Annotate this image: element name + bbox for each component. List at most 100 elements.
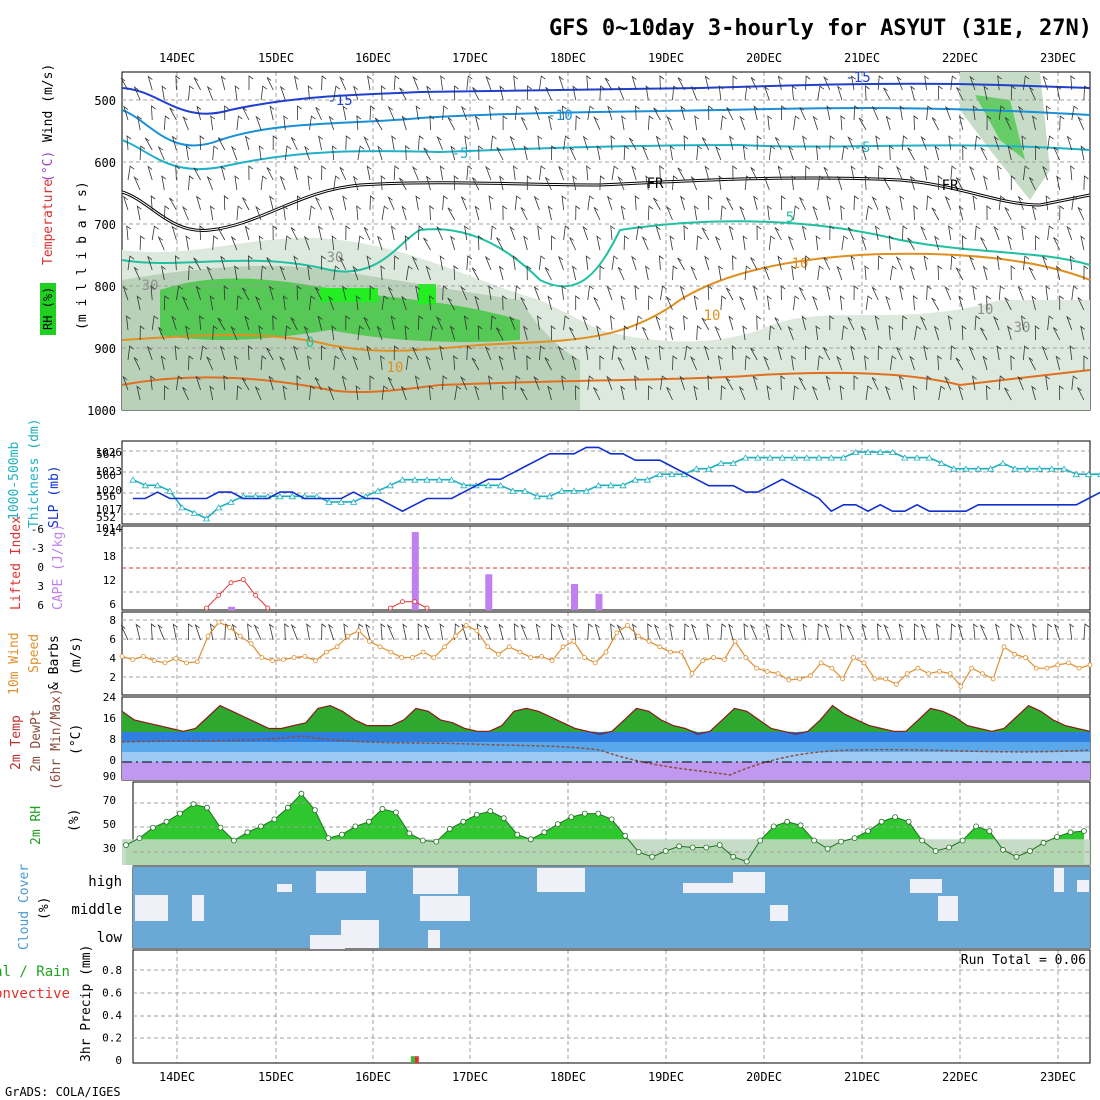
wind-barb [604, 77, 613, 91]
wind-barb [823, 257, 831, 271]
wind-barb [635, 225, 643, 241]
wind-speed-point [764, 669, 770, 674]
slp-tick: 1023 [96, 465, 123, 478]
wind-barb [339, 257, 347, 271]
wind-barb [342, 195, 348, 211]
wind-barb [550, 325, 556, 341]
wind-barb [442, 105, 449, 121]
wind-barb [850, 255, 856, 271]
wind-barb [545, 86, 552, 101]
wind-barb [390, 315, 396, 331]
wind-speed-point [689, 671, 695, 676]
rh-point [689, 844, 696, 851]
rh-point [204, 804, 210, 811]
thickness-point [692, 465, 701, 472]
wind-barb [599, 85, 605, 101]
wind-barb [269, 195, 275, 211]
wind-barb [635, 105, 640, 121]
axis-label-cloud-percent: (%) [37, 897, 52, 920]
rh-point [352, 823, 359, 830]
surface-wind-barb [498, 623, 504, 641]
wind-barb [304, 145, 310, 161]
wind-barb [279, 355, 286, 371]
thickness-point [276, 493, 284, 500]
wind-barb [826, 285, 831, 301]
wind-barb [176, 375, 183, 391]
surface-wind-barb [380, 623, 386, 641]
wind-barb [871, 286, 879, 301]
wind-barb [798, 377, 806, 391]
wind-barb [631, 165, 637, 181]
wind-barb [380, 175, 386, 191]
surface-wind-barb [284, 623, 289, 641]
wind-barb [593, 387, 601, 401]
lifted-index-line [206, 578, 269, 609]
day-label-bottom: 15DEC [258, 1070, 294, 1084]
wind-barb [677, 257, 685, 271]
wind-barb [499, 85, 505, 101]
wind-barb [1031, 115, 1037, 131]
wind-barb [1080, 235, 1086, 251]
rh-point [838, 838, 844, 845]
wind-barb [914, 325, 921, 341]
wind-barb [478, 145, 483, 161]
wind-barb [488, 375, 493, 391]
rh-point [325, 835, 332, 841]
wind-barb [210, 115, 216, 131]
contour-label: -15 [327, 93, 352, 109]
surface-wind-barb [513, 623, 519, 641]
wind-barb [599, 175, 605, 191]
wind-barb [871, 105, 879, 121]
wind-speed-point [603, 649, 609, 655]
day-label-bottom: 21DEC [844, 1070, 880, 1084]
wind-barb [122, 195, 129, 211]
surface-wind-barb [1069, 623, 1075, 641]
wind-barb [561, 375, 566, 391]
thickness-point [496, 482, 505, 489]
li-tick: 3 [37, 580, 44, 593]
wind-barb [888, 325, 894, 341]
wind-barb [1004, 207, 1012, 221]
pressure-tick: 900 [94, 342, 116, 356]
wind-barb [284, 235, 292, 251]
thickness-point [484, 482, 493, 489]
wind-barb [185, 325, 191, 341]
thickness-point [447, 476, 456, 483]
wind-barb [412, 75, 419, 91]
wind-barb [817, 265, 824, 281]
wind-barb [439, 165, 445, 181]
cape-tick: 12 [103, 574, 116, 587]
wind-barb [669, 145, 675, 161]
cloud-gap [683, 883, 733, 893]
wind-barb [865, 205, 873, 221]
wind-barb [937, 355, 942, 371]
wind-barb [199, 225, 205, 241]
wind-speed-point [291, 655, 297, 660]
surface-wind-barb [883, 624, 891, 641]
wind-barb [414, 375, 420, 391]
wind-barb [254, 385, 262, 401]
cloud-gap [537, 868, 585, 892]
surface-wind-barb [846, 625, 855, 641]
wind-barb [756, 135, 762, 150]
wind-speed-point [743, 655, 749, 660]
cloud-gap [938, 896, 958, 921]
wind-barb [690, 85, 698, 101]
wind-barb [798, 287, 806, 301]
wind-speed-point [1001, 644, 1007, 650]
wind-barb [545, 177, 552, 191]
wind-barb [1047, 135, 1054, 151]
wind-barb [871, 377, 879, 391]
wind-barb [1069, 345, 1075, 361]
wind-barb [387, 105, 395, 121]
wind-speed-point [334, 644, 340, 650]
thickness-tick: 560 [96, 469, 116, 482]
wind-barb [195, 375, 201, 391]
rh-point [298, 790, 305, 797]
wind-barb [303, 235, 310, 251]
wind-barb [882, 177, 891, 191]
wind-barb [720, 205, 727, 221]
wind-barb [742, 145, 748, 161]
wind-barb [829, 315, 835, 330]
